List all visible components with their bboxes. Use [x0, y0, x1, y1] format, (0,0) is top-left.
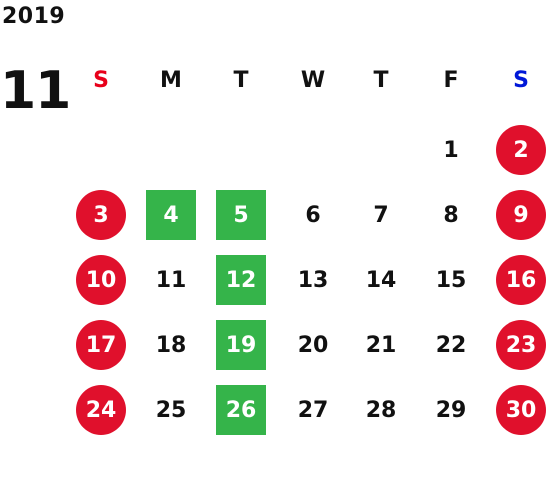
day-cell-7[interactable]: 7 — [373, 202, 389, 228]
day-cell-27[interactable]: 27 — [297, 397, 329, 423]
weekday-thu: T — [373, 68, 389, 93]
day-cell-23[interactable]: 23 — [496, 320, 546, 370]
day-cell-24[interactable]: 24 — [76, 385, 126, 435]
day-cell-28[interactable]: 28 — [365, 397, 397, 423]
weekday-fri: F — [443, 68, 459, 93]
day-cell-20[interactable]: 20 — [297, 332, 329, 358]
day-cell-2[interactable]: 2 — [496, 125, 546, 175]
year-label: 2019 — [2, 4, 66, 29]
weekday-wed: W — [300, 68, 326, 93]
month-number: 11 — [0, 61, 71, 121]
weekday-mon: M — [160, 68, 182, 93]
day-cell-3[interactable]: 3 — [76, 190, 126, 240]
day-cell-14[interactable]: 14 — [365, 267, 397, 293]
day-cell-5[interactable]: 5 — [216, 190, 266, 240]
day-cell-19[interactable]: 19 — [216, 320, 266, 370]
day-cell-15[interactable]: 15 — [435, 267, 467, 293]
day-cell-13[interactable]: 13 — [297, 267, 329, 293]
day-cell-6[interactable]: 6 — [305, 202, 321, 228]
day-cell-30[interactable]: 30 — [496, 385, 546, 435]
day-cell-9[interactable]: 9 — [496, 190, 546, 240]
day-cell-21[interactable]: 21 — [365, 332, 397, 358]
weekday-tue: T — [233, 68, 249, 93]
day-cell-22[interactable]: 22 — [435, 332, 467, 358]
day-cell-12[interactable]: 12 — [216, 255, 266, 305]
day-cell-1[interactable]: 1 — [443, 137, 459, 163]
day-cell-26[interactable]: 26 — [216, 385, 266, 435]
day-cell-29[interactable]: 29 — [435, 397, 467, 423]
day-cell-10[interactable]: 10 — [76, 255, 126, 305]
day-cell-18[interactable]: 18 — [155, 332, 187, 358]
day-cell-25[interactable]: 25 — [155, 397, 187, 423]
weekday-sun: S — [93, 68, 109, 93]
day-cell-8[interactable]: 8 — [443, 202, 459, 228]
day-cell-11[interactable]: 11 — [155, 267, 187, 293]
day-cell-16[interactable]: 16 — [496, 255, 546, 305]
day-cell-17[interactable]: 17 — [76, 320, 126, 370]
weekday-sat: S — [513, 68, 529, 93]
day-cell-4[interactable]: 4 — [146, 190, 196, 240]
